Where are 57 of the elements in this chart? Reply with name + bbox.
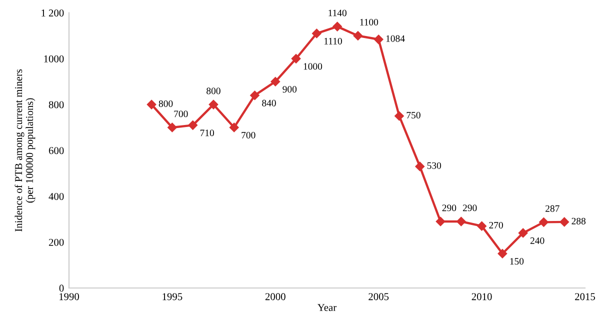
- data-label: 1100: [360, 18, 378, 26]
- data-label: 800: [158, 100, 173, 107]
- point: [560, 217, 569, 227]
- point: [456, 216, 466, 226]
- y-axis-title: Inidence of PTB among current miners (per 100000 populations): [14, 69, 36, 232]
- x-tick-label: 2015: [575, 293, 596, 300]
- x-tick-label: 1990: [60, 293, 80, 300]
- x-tick-label: 2010: [472, 293, 492, 300]
- point: [146, 100, 156, 110]
- data-label: 750: [406, 112, 420, 118]
- point: [394, 111, 404, 121]
- y-tick-label: 600: [48, 147, 64, 154]
- data-label: 240: [530, 237, 544, 244]
- x-tick-label: 2005: [368, 293, 389, 300]
- data-label: 1110: [324, 38, 342, 44]
- y-tick-label: 400: [48, 192, 64, 200]
- y-tick-label: 0: [59, 284, 64, 292]
- point: [312, 28, 322, 38]
- point: [250, 90, 260, 100]
- data-label: 1140: [328, 10, 346, 16]
- point: [374, 34, 384, 44]
- point: [436, 216, 446, 226]
- point: [353, 31, 363, 40]
- data-label: 710: [200, 130, 214, 136]
- point: [518, 228, 528, 238]
- point: [291, 54, 301, 64]
- point: [208, 100, 218, 110]
- point: [332, 22, 342, 32]
- x-tick-label: 2000: [265, 293, 286, 300]
- point: [229, 122, 239, 132]
- point: [270, 76, 280, 86]
- data-label: 700: [242, 132, 256, 138]
- data-label: 800: [206, 88, 220, 94]
- point: [477, 221, 486, 231]
- data-label: 530: [427, 162, 442, 169]
- point: [168, 122, 177, 132]
- data-label: 290: [442, 204, 456, 212]
- data-label: 840: [262, 100, 276, 106]
- y-tick-label: 1000: [44, 55, 64, 62]
- data-label: 288: [572, 218, 586, 224]
- x-axis-title: Year: [318, 304, 337, 312]
- point: [498, 248, 508, 258]
- point: [188, 120, 198, 130]
- data-label: 900: [282, 86, 297, 93]
- x-tick-label: 1995: [162, 293, 182, 300]
- y-tick-label: 1 200: [42, 9, 64, 17]
- data-label: 700: [174, 110, 188, 118]
- data-label: 1084: [386, 35, 405, 42]
- data-label: 290: [462, 204, 477, 212]
- point: [539, 218, 548, 227]
- y-tick-label: 200: [48, 238, 64, 246]
- data-label: 270: [489, 222, 503, 229]
- y-tick-label: 800: [48, 101, 64, 108]
- data-label: 150: [510, 258, 524, 265]
- data-label: 1000: [304, 63, 322, 70]
- point: [415, 162, 425, 172]
- data-label: 287: [546, 205, 560, 212]
